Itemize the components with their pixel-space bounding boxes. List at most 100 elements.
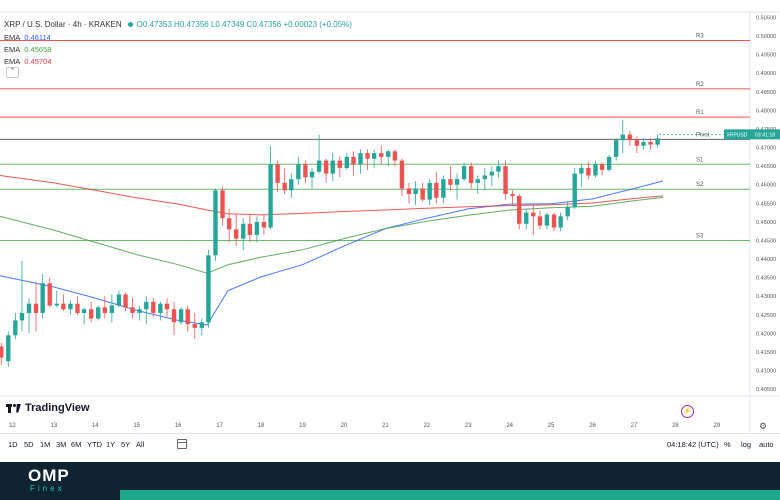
candle-down	[75, 303, 80, 313]
ema-line-2	[0, 196, 664, 274]
candle-up	[613, 140, 619, 157]
y-tick-label: 0.44500	[756, 238, 776, 244]
timeframe-1m[interactable]: 1M	[40, 440, 51, 449]
candle-up	[241, 223, 246, 239]
candle-down	[233, 229, 239, 239]
tradingview-logo[interactable]: TradingView	[6, 402, 90, 414]
candle-up	[565, 207, 570, 217]
timeframe-5d[interactable]: 5D	[24, 440, 34, 449]
timeframe-ytd[interactable]: YTD	[87, 440, 102, 449]
symbol-title: XRP / U.S. Dollar · 4h · KRAKEN	[4, 20, 122, 29]
candle-up	[158, 303, 163, 313]
x-tick-label: 17	[216, 423, 223, 429]
collapse-legend-button[interactable]: ⌃	[6, 67, 19, 78]
timeframe-6m[interactable]: 6M	[71, 440, 82, 449]
candle-up	[309, 171, 315, 178]
x-tick-label: 26	[589, 423, 596, 429]
candle-down	[468, 166, 474, 183]
gear-icon[interactable]: ⚙	[759, 421, 768, 431]
ema-legend-3[interactable]: EMA 0.45704	[4, 57, 51, 66]
candle-up	[19, 312, 25, 321]
bottom-toolbar: 1D 5D 1M 3M 6M YTD 1Y 5Y All 04:18:42 (U…	[0, 433, 780, 456]
candle-down	[171, 309, 177, 323]
candle-down	[634, 140, 640, 146]
y-tick-label: 0.49500	[756, 53, 776, 59]
candle-down	[434, 182, 439, 198]
calendar-icon[interactable]	[177, 439, 187, 449]
candle-up	[13, 320, 18, 336]
candle-up	[461, 166, 467, 180]
price-chart[interactable]: 0.50500 0.50000 0.49500 0.49000 0.48500 0.480…	[0, 0, 780, 433]
candle-up	[620, 134, 625, 141]
x-tick-label: 18	[258, 423, 265, 429]
candle-down	[399, 160, 405, 189]
y-tick-label: 0.40500	[756, 387, 776, 393]
footer-accent-bar	[120, 490, 780, 500]
market-status-dot	[127, 22, 133, 28]
candle-down	[531, 212, 536, 217]
y-tick-label: 0.50000	[756, 34, 776, 40]
x-tick-label: 27	[631, 423, 638, 429]
candle-up	[544, 214, 550, 226]
candle-up	[413, 188, 418, 195]
x-tick-label: 24	[506, 423, 513, 429]
candle-up	[289, 179, 294, 191]
candle-up	[96, 307, 101, 319]
timeframe-5y[interactable]: 5Y	[121, 440, 131, 449]
current-price-countdown: 03:41:18	[755, 132, 775, 138]
y-tick-label: 0.42000	[756, 331, 776, 337]
ema-legend-2[interactable]: EMA 0.45658	[4, 45, 51, 54]
ema-label: EMA	[4, 45, 21, 54]
candle-down	[226, 218, 232, 230]
candle-down	[185, 309, 190, 325]
log-scale-toggle[interactable]: log	[741, 440, 752, 449]
y-tick-label: 0.45500	[756, 201, 776, 207]
candle-up	[572, 173, 577, 208]
candle-up	[54, 303, 59, 306]
timeframe-1y[interactable]: 1Y	[106, 440, 116, 449]
candle-up	[641, 142, 646, 146]
candle-down	[627, 134, 633, 141]
tradingview-logo-text: TradingView	[25, 402, 90, 414]
candle-down	[351, 156, 356, 165]
candle-up	[178, 309, 184, 323]
pivot-label-s1: S1	[696, 157, 704, 163]
candle-down	[247, 223, 253, 235]
percent-scale-toggle[interactable]: %	[724, 440, 731, 449]
candle-down	[0, 346, 4, 358]
candle-down	[192, 324, 197, 328]
auto-scale-toggle[interactable]: auto	[759, 440, 774, 449]
x-tick-label: 28	[672, 423, 679, 429]
finex-logo: Finex	[30, 484, 65, 493]
y-tick-label: 0.43500	[756, 276, 776, 282]
candle-down	[379, 153, 384, 157]
candle-down	[516, 195, 522, 224]
candle-up	[475, 179, 480, 183]
y-tick-label: 0.43000	[756, 294, 776, 300]
timeframe-1d[interactable]: 1D	[8, 440, 18, 449]
symbol-tag-label: XRPUSD	[727, 132, 748, 138]
candle-up	[109, 305, 115, 313]
candle-up	[593, 164, 598, 176]
candle-down	[503, 166, 508, 195]
flash-icon[interactable]: ⚡	[681, 405, 694, 418]
omp-logo: OMP	[28, 466, 70, 485]
symbol-legend[interactable]: XRP / U.S. Dollar · 4h · KRAKEN O0.47353 …	[4, 20, 352, 29]
tradingview-logo-icon	[6, 403, 22, 413]
candle-up	[40, 283, 45, 313]
ema-value: 0.45704	[24, 57, 52, 66]
utc-clock[interactable]: 04:18:42 (UTC)	[667, 440, 719, 449]
ema-value: 0.45658	[24, 45, 52, 54]
x-tick-label: 12	[9, 423, 16, 429]
candle-up	[68, 303, 73, 310]
candle-down	[61, 303, 66, 310]
ema-legend-1[interactable]: EMA 0.46114	[4, 33, 51, 42]
y-tick-label: 0.50500	[756, 15, 776, 21]
timeframe-3m[interactable]: 3M	[56, 440, 67, 449]
candle-down	[303, 164, 308, 178]
candle-up	[579, 168, 584, 174]
candle-up	[524, 212, 529, 224]
candle-up	[26, 303, 32, 313]
candle-down	[648, 142, 653, 145]
timeframe-all[interactable]: All	[136, 440, 145, 449]
